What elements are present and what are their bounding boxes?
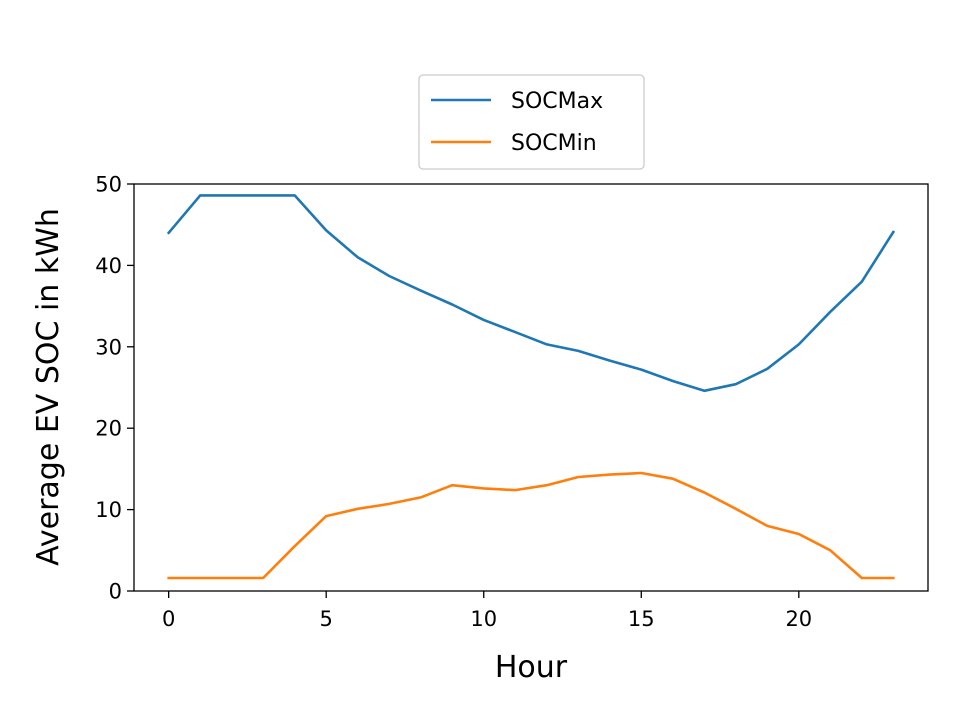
x-tick-label: 0 (162, 607, 175, 631)
y-tick-label: 50 (95, 173, 122, 197)
y-tick-label: 20 (95, 417, 122, 441)
x-axis-label: Hour (495, 650, 568, 685)
y-tick-label: 0 (109, 580, 122, 604)
legend-label-socmax: SOCMax (511, 89, 603, 114)
y-tick-label: 10 (95, 498, 122, 522)
y-tick-label: 40 (95, 254, 122, 278)
legend-box (418, 74, 645, 170)
series-line-socmin (167, 471, 895, 580)
x-tick-label: 5 (320, 607, 333, 631)
plot-frame (133, 183, 929, 592)
x-tick-label: 15 (628, 607, 655, 631)
legend-label-socmin: SOCMin (511, 131, 597, 156)
x-tick-label: 10 (470, 607, 497, 631)
legend: SOCMax SOCMin (418, 74, 645, 170)
x-tick-label: 20 (785, 607, 812, 631)
series-line-socmax (166, 194, 896, 393)
y-tick-label: 30 (95, 335, 122, 359)
y-axis-label: Average EV SOC in kWh (31, 208, 66, 566)
